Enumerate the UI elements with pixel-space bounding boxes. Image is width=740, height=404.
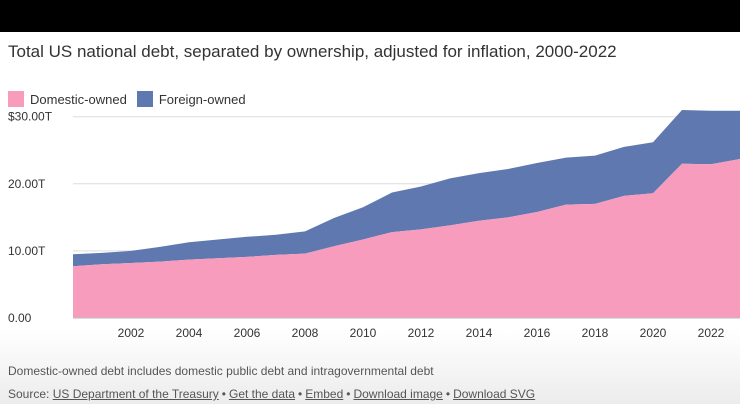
x-tick-label: 2010	[350, 326, 377, 340]
legend-swatch-domestic	[8, 91, 24, 107]
source-separator: •	[445, 387, 451, 401]
download-image-link[interactable]: Download image	[353, 387, 443, 401]
y-axis-ticks: 0.00 10.00T 20.00T $30.00T	[8, 110, 53, 325]
source-separator: •	[346, 387, 351, 401]
chart-legend: Domestic-owned Foreign-owned	[8, 91, 256, 107]
y-tick-label: 0.00	[8, 311, 32, 325]
source-link-treasury[interactable]: US Department of the Treasury	[52, 387, 219, 401]
chart-note: Domestic-owned debt includes domestic pu…	[8, 364, 434, 378]
legend-swatch-foreign	[136, 91, 153, 107]
source-separator: •	[221, 387, 226, 401]
area-foreign-owned[interactable]	[73, 110, 740, 267]
x-tick-label: 2002	[118, 326, 145, 340]
x-tick-label: 2008	[292, 326, 319, 340]
download-svg-link[interactable]: Download SVG	[453, 387, 536, 401]
embed-link[interactable]: Embed	[305, 387, 344, 401]
legend-label-foreign: Foreign-owned	[158, 91, 246, 107]
source-line: Source: US Department of the Treasury • Ge…	[8, 387, 535, 401]
x-tick-label: 2006	[234, 326, 261, 340]
legend-item-foreign[interactable]: Foreign-owned	[136, 91, 246, 107]
legend-item-domestic[interactable]: Domestic-owned	[8, 91, 127, 107]
x-tick-label: 2020	[640, 326, 667, 340]
x-tick-label: 2012	[408, 326, 435, 340]
source-separator: •	[298, 387, 303, 401]
x-tick-label: 2022	[698, 326, 725, 340]
x-tick-label: 2014	[466, 326, 493, 340]
y-tick-label: $30.00T	[8, 110, 53, 124]
y-tick-label: 10.00T	[8, 244, 46, 258]
y-tick-label: 20.00T	[8, 177, 46, 191]
chart-title: Total US national debt, separated by own…	[8, 42, 617, 61]
x-tick-label: 2016	[524, 326, 551, 340]
x-tick-label: 2018	[582, 326, 609, 340]
x-tick-label: 2004	[176, 326, 203, 340]
legend-label-domestic: Domestic-owned	[30, 91, 127, 107]
source-prefix: Source:	[8, 387, 53, 401]
x-axis-ticks: 2002 2004 2006 2008 2010 2012 2014 2016 2018 2020…	[118, 326, 725, 340]
area-domestic-owned[interactable]	[73, 159, 740, 318]
get-data-link[interactable]: Get the data	[228, 387, 296, 401]
